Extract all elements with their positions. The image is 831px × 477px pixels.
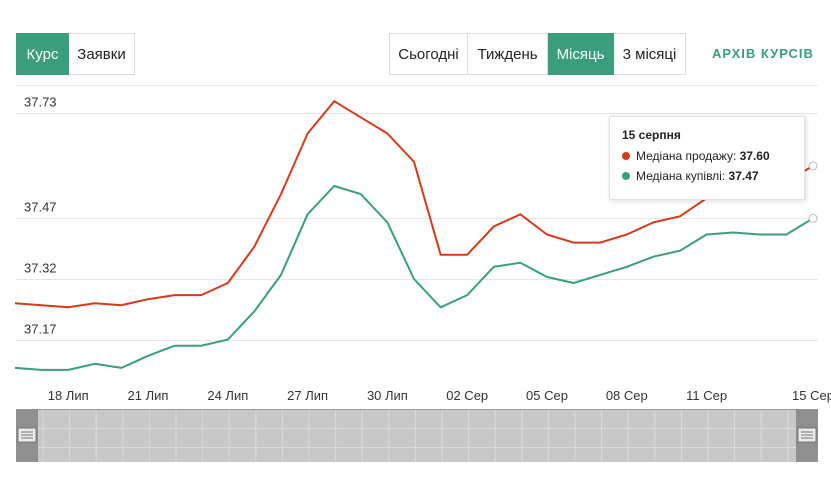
x-tick-label: 30 Лип bbox=[367, 388, 408, 403]
tab-orders[interactable]: Заявки bbox=[69, 33, 135, 75]
navigator-right-handle[interactable] bbox=[796, 409, 818, 462]
tab-today[interactable]: Сьогодні bbox=[389, 33, 468, 75]
sell-hover-marker bbox=[808, 161, 818, 171]
sell-median-line bbox=[14, 100, 814, 309]
navigator-background bbox=[16, 409, 818, 462]
y-axis-ticks: 37.73 37.47 37.32 37.17 bbox=[24, 95, 57, 337]
y-tick-label: 37.17 bbox=[24, 322, 57, 337]
y-tick-label: 37.47 bbox=[24, 200, 57, 215]
navigator-left-handle[interactable] bbox=[16, 409, 38, 462]
tooltip-sell-value: 37.60 bbox=[739, 149, 770, 163]
buy-median-line bbox=[14, 185, 814, 371]
x-tick-label: 05 Сер bbox=[526, 388, 568, 403]
chart-tooltip: 15 серпня Медіана продажу: 37.60 Медіана… bbox=[609, 116, 805, 200]
buy-dot-icon bbox=[622, 172, 630, 180]
y-tick-label: 37.73 bbox=[24, 95, 57, 110]
tab-rate[interactable]: Курс bbox=[16, 33, 69, 75]
y-tick-label: 37.32 bbox=[24, 261, 57, 276]
x-tick-label: 27 Лип bbox=[287, 388, 328, 403]
period-tabs: Сьогодні Тиждень Місяць 3 місяці bbox=[389, 33, 686, 75]
mode-tabs: Курс Заявки bbox=[16, 33, 135, 75]
x-tick-label: 02 Сер bbox=[446, 388, 488, 403]
range-navigator[interactable] bbox=[16, 409, 818, 462]
x-tick-label: 24 Лип bbox=[207, 388, 248, 403]
tooltip-buy-row: Медіана купівлі: 37.47 bbox=[622, 169, 804, 183]
x-tick-label: 08 Сер bbox=[606, 388, 648, 403]
sell-dot-icon bbox=[622, 152, 630, 160]
series-layer bbox=[14, 100, 818, 371]
tooltip-sell-row: Медіана продажу: 37.60 bbox=[622, 149, 804, 163]
x-tick-label: 21 Лип bbox=[128, 388, 169, 403]
tooltip-buy-value: 37.47 bbox=[728, 169, 759, 183]
tooltip-buy-label: Медіана купівлі: bbox=[636, 169, 729, 183]
archive-link[interactable]: АРХІВ КУРСІВ bbox=[712, 46, 814, 61]
x-tick-label: 15 Сер bbox=[792, 388, 831, 403]
tab-week[interactable]: Тиждень bbox=[468, 33, 548, 75]
buy-hover-marker bbox=[808, 213, 818, 223]
tab-3-months[interactable]: 3 місяці bbox=[614, 33, 686, 75]
tooltip-date: 15 серпня bbox=[622, 128, 681, 142]
x-axis-ticks: 18 Лип 21 Лип 24 Лип 27 Лип 30 Лип 02 Сер 05 С… bbox=[48, 388, 831, 403]
tooltip-sell-label: Медіана продажу: bbox=[636, 149, 740, 163]
x-tick-label: 11 Сер bbox=[686, 388, 727, 403]
grid-lines bbox=[16, 85, 818, 341]
tab-month[interactable]: Місяць bbox=[548, 33, 614, 75]
x-tick-label: 18 Лип bbox=[48, 388, 89, 403]
